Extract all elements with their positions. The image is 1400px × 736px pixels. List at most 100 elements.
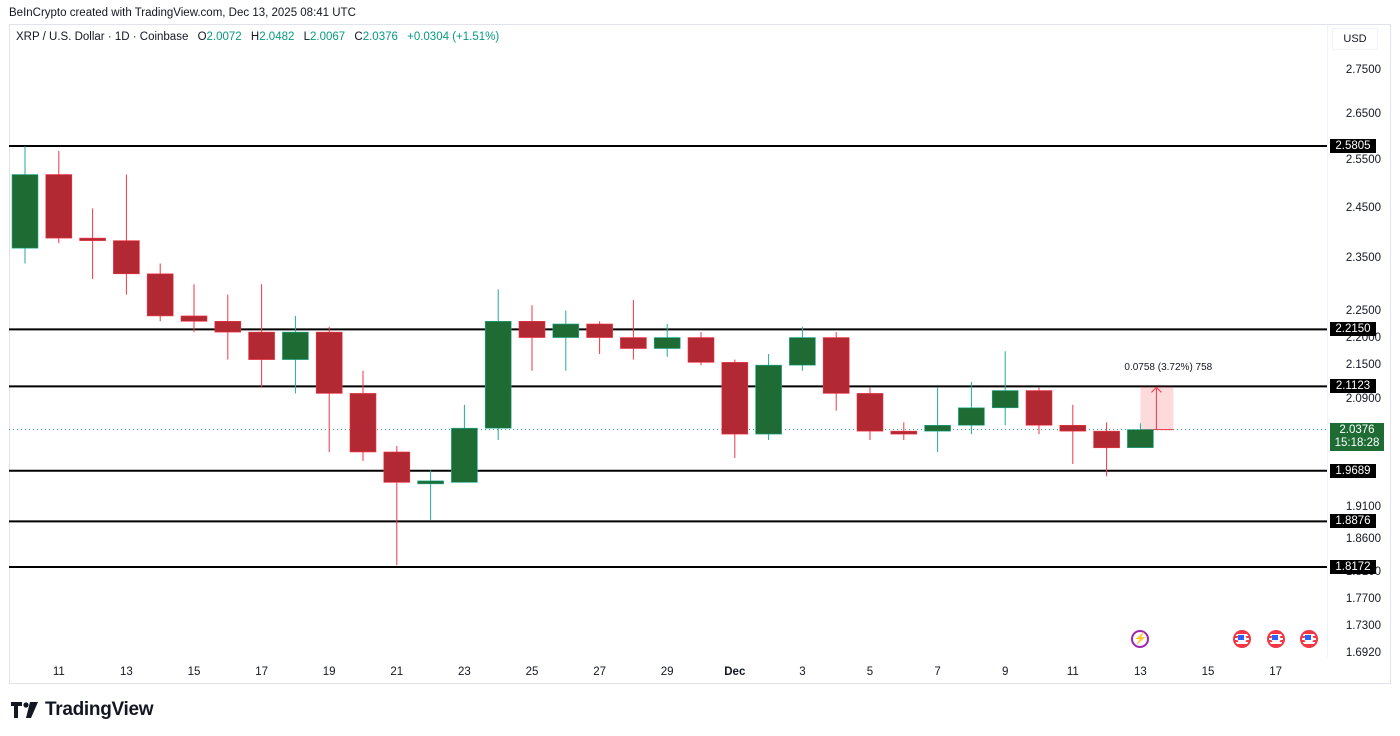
candle-body xyxy=(991,390,1019,409)
tradingview-logo[interactable]: TradingView xyxy=(11,699,154,721)
current-price-value: 2.0376 xyxy=(1339,423,1375,436)
us-flag-event-icon[interactable] xyxy=(1266,630,1285,648)
time-tick: 23 xyxy=(457,666,471,678)
time-tick: 19 xyxy=(322,666,336,678)
close-label: C xyxy=(354,31,363,43)
candle-body xyxy=(1059,424,1087,432)
level-price-tag: 2.1123 xyxy=(1330,379,1376,394)
candle-body xyxy=(620,337,647,349)
level-price-tag: 2.2150 xyxy=(1330,322,1376,337)
flag-canton xyxy=(1305,635,1312,640)
tradingview-logo-icon xyxy=(11,702,38,718)
candle-body xyxy=(856,393,884,432)
candle-body xyxy=(146,273,174,317)
level-price-tag: 1.8876 xyxy=(1330,514,1376,529)
symbol-name: XRP / U.S. Dollar · 1D · Coinbase xyxy=(16,31,189,43)
price-tick: 2.0900 xyxy=(1345,393,1381,406)
current-price-tag: 2.0376 15:18:28 xyxy=(1330,422,1384,451)
time-tick: 13 xyxy=(1133,666,1147,678)
price-tick: 1.9100 xyxy=(1345,501,1381,514)
time-tick: 15 xyxy=(1201,666,1215,678)
candle-body xyxy=(451,427,478,483)
time-tick: 11 xyxy=(52,666,65,678)
flag-canton xyxy=(1237,635,1244,640)
flag-canton xyxy=(1271,635,1278,640)
open-value: 2.0072 xyxy=(206,31,242,43)
candle-body xyxy=(383,451,411,483)
candle-body xyxy=(248,331,275,360)
candle-body xyxy=(552,323,580,338)
us-flag-event-icon[interactable] xyxy=(1300,630,1319,648)
time-tick: 21 xyxy=(390,666,404,678)
time-tick: 7 xyxy=(934,666,941,678)
price-tick: 2.1500 xyxy=(1345,359,1381,372)
candle-body xyxy=(180,315,208,322)
time-tick: 5 xyxy=(866,666,874,678)
time-tick: Dec xyxy=(724,666,746,678)
candle-body xyxy=(349,393,377,453)
time-tick: 25 xyxy=(525,666,539,678)
measure-arrow-head-icon xyxy=(1151,386,1162,393)
candle-body xyxy=(1025,390,1053,426)
time-tick: 29 xyxy=(660,666,674,678)
candle-body xyxy=(315,331,343,394)
candle-body xyxy=(721,362,749,435)
time-tick: 13 xyxy=(119,666,133,678)
time-tick: 9 xyxy=(1001,666,1009,678)
time-tick: 27 xyxy=(593,666,606,678)
chart-frame xyxy=(9,24,1391,684)
candle-body xyxy=(789,337,816,366)
price-tick: 1.7700 xyxy=(1345,592,1381,605)
candle-body xyxy=(653,337,681,349)
candlestick-chart xyxy=(9,145,1327,569)
candle-body xyxy=(518,320,546,338)
close-value: 2.0376 xyxy=(362,31,398,43)
candle-body xyxy=(958,407,985,426)
time-tick: 15 xyxy=(187,666,201,678)
candle-body xyxy=(822,337,850,394)
change-value: +0.0304 (+1.51%) xyxy=(407,31,500,43)
chart-plot-area[interactable]: 0.0758 (3.72%) 758 ⚡ xyxy=(9,25,1327,658)
level-price-tag: 2.5805 xyxy=(1330,139,1376,154)
low-value: 2.0067 xyxy=(310,31,346,43)
candle-body xyxy=(755,364,782,435)
price-tick: 2.4500 xyxy=(1345,202,1381,215)
price-tick: 2.2500 xyxy=(1345,304,1381,317)
candle-body xyxy=(586,323,613,338)
time-tick: 11 xyxy=(1066,666,1079,678)
candle-body xyxy=(11,174,39,249)
high-value: 2.0482 xyxy=(259,31,295,43)
candle-body xyxy=(687,337,715,363)
currency-button[interactable]: USD xyxy=(1332,28,1378,50)
time-axis[interactable]: 11 13 15 17 19 21 23 25 27 29 Dec 3 5 7 9 11 13 15 17 xyxy=(9,658,1327,684)
level-price-tag: 1.9689 xyxy=(1330,463,1376,478)
price-tick: 2.5500 xyxy=(1345,154,1381,167)
candle-body xyxy=(1127,429,1154,448)
candle-body xyxy=(890,430,918,435)
price-tick: 2.7500 xyxy=(1345,63,1381,76)
candle-body xyxy=(282,331,309,360)
price-tick: 2.6500 xyxy=(1345,108,1381,121)
price-tick: 1.6920 xyxy=(1345,646,1381,659)
bar-countdown: 15:18:28 xyxy=(1334,436,1380,449)
price-tick: 1.8600 xyxy=(1345,533,1381,546)
candle-body xyxy=(417,480,444,485)
level-price-tag: 1.8172 xyxy=(1330,560,1376,575)
price-tick: 2.3500 xyxy=(1345,252,1381,265)
candle-body xyxy=(214,320,242,333)
candle-body xyxy=(113,240,140,275)
price-tick: 1.7300 xyxy=(1345,620,1381,633)
candle-body xyxy=(484,320,512,429)
candle-body xyxy=(79,237,106,241)
time-tick: 3 xyxy=(799,666,806,678)
lightning-event-icon[interactable]: ⚡ xyxy=(1131,630,1150,648)
time-tick: 17 xyxy=(255,666,268,678)
candle-body xyxy=(45,174,73,239)
symbol-legend[interactable]: XRP / U.S. Dollar · 1D · Coinbase O2.007… xyxy=(16,31,499,43)
time-tick: 17 xyxy=(1269,666,1282,678)
chart-credit: BeInCrypto created with TradingView.com,… xyxy=(9,7,356,19)
high-label: H xyxy=(250,31,260,43)
price-axis[interactable]: 2.7500 2.6500 2.5500 2.4500 2.3500 2.2500 2.20… xyxy=(1327,25,1391,659)
candle-body xyxy=(1093,430,1120,449)
us-flag-event-icon[interactable] xyxy=(1232,630,1251,648)
